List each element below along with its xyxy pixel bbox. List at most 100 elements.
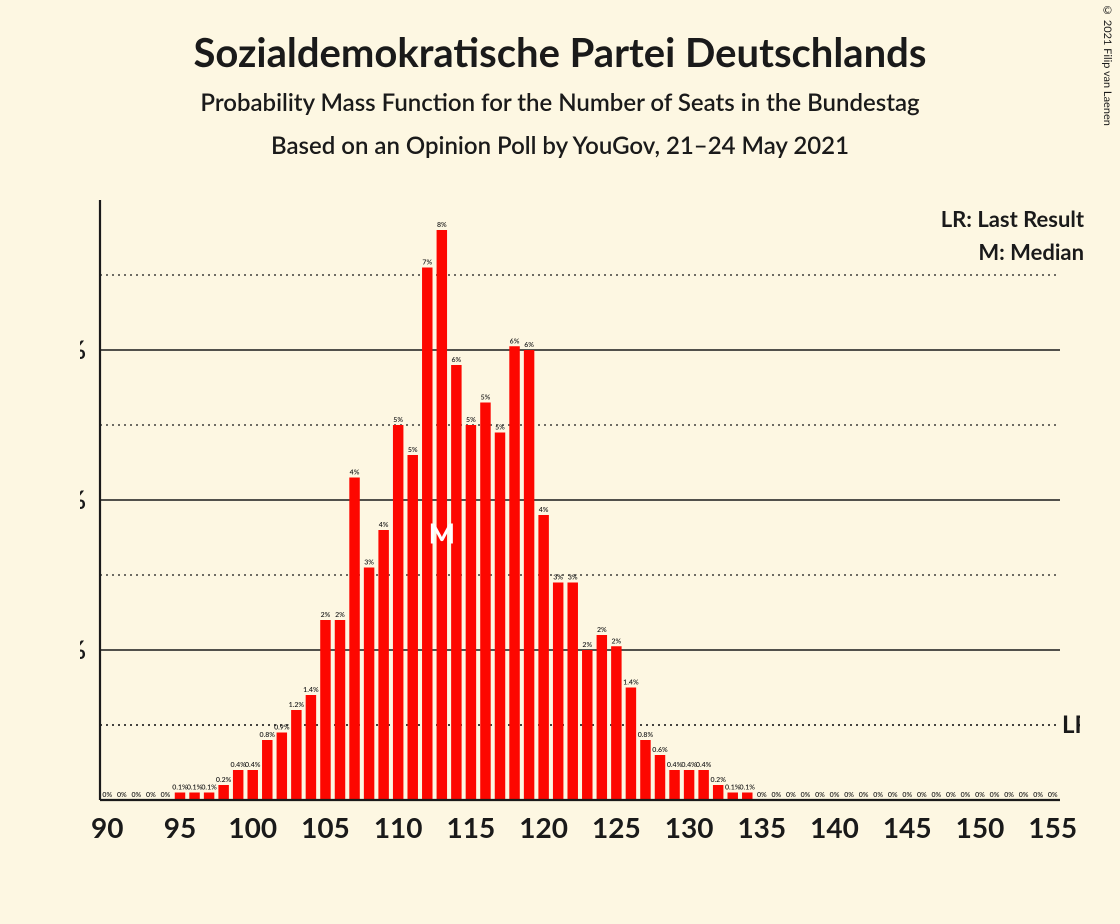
bar-value-label: 0.4% [667,761,683,769]
bar-value-label: 0.8% [638,731,654,739]
bar [349,478,359,801]
bar-value-label: 3% [568,574,578,582]
xtick-label: 140 [810,810,859,844]
bar-value-label: 4% [350,469,360,477]
bar-value-label: 3% [364,559,374,567]
bar-value-label: 0% [931,791,941,799]
bar-value-label: 3% [553,574,563,582]
bar-value-label: 0.1% [201,784,217,792]
bar-value-label: 2% [597,626,607,634]
bar-value-label: 4% [379,521,389,529]
xtick-label: 110 [374,810,423,844]
chart-subtitle-1: Probability Mass Function for the Number… [0,88,1120,117]
bar-value-label: 0% [1048,791,1058,799]
bar [655,755,665,800]
bar [320,620,330,800]
bar-value-label: 0% [859,791,869,799]
bar-value-label: 2% [335,611,345,619]
bar [393,425,403,800]
bar-value-label: 0% [161,791,171,799]
ytick-label: 2% [80,633,86,665]
bar-value-label: 0% [771,791,781,799]
xtick-label: 150 [956,810,1005,844]
bar [451,365,461,800]
chart-svg: 2%4%6%LR0%0%0%0%0%0.1%0.1%0.1%0.2%0.4%0.… [80,200,1080,880]
bar [727,793,737,801]
bar-value-label: 0.4% [245,761,261,769]
bar [713,785,723,800]
bar [247,770,257,800]
bar-value-label: 6% [510,337,520,345]
xtick-label: 100 [228,810,277,844]
bar-value-label: 1.4% [303,686,319,694]
bar-value-label: 0.1% [187,784,203,792]
xtick-label: 90 [91,810,123,844]
bar-value-label: 0% [917,791,927,799]
bar [698,770,708,800]
bar-value-label: 0.1% [725,784,741,792]
bar-value-label: 0.8% [260,731,276,739]
bar-value-label: 0% [757,791,767,799]
bar [553,583,563,801]
bar-value-label: 7% [422,259,432,267]
xtick-label: 135 [737,810,786,844]
xtick-label: 125 [592,810,641,844]
chart-title: Sozialdemokratische Partei Deutschlands [0,28,1120,76]
bar-value-label: 0% [117,791,127,799]
xtick-label: 120 [519,810,568,844]
bar-value-label: 4% [539,506,549,514]
bar [306,695,316,800]
median-label: M [429,516,455,550]
bar-value-label: 0% [888,791,898,799]
bar [640,740,650,800]
bar [335,620,345,800]
bar-value-label: 0.6% [652,746,668,754]
bar [291,710,301,800]
xtick-label: 115 [447,810,496,844]
bar-value-label: 0.2% [710,776,726,784]
xtick-label: 145 [883,810,932,844]
bar-value-label: 0.1% [740,784,756,792]
bar-value-label: 2% [611,637,621,645]
bar-value-label: 0% [131,791,141,799]
bar-value-label: 6% [524,341,534,349]
bar-value-label: 0% [815,791,825,799]
bar [582,650,592,800]
bar-value-label: 0% [146,791,156,799]
bar [626,688,636,801]
bar-value-label: 0% [102,791,112,799]
bar-value-label: 0% [830,791,840,799]
bar-value-label: 0% [902,791,912,799]
bar [218,785,228,800]
bar-value-label: 0% [946,791,956,799]
xtick-label: 105 [301,810,350,844]
lr-label: LR [1062,710,1080,739]
bar-value-label: 0% [844,791,854,799]
bar-value-label: 1.4% [623,679,639,687]
bar-value-label: 2% [321,611,331,619]
bar [204,793,214,801]
ytick-label: 4% [80,483,86,515]
bar-value-label: 0% [990,791,1000,799]
bar [742,793,752,801]
bar [495,433,505,801]
bar [378,530,388,800]
bar [175,793,185,801]
bar-value-label: 0.1% [172,784,188,792]
bar-value-label: 0.2% [216,776,232,784]
bar [407,455,417,800]
bar [567,583,577,801]
bar [189,793,199,801]
bar-value-label: 0% [1033,791,1043,799]
title-block: Sozialdemokratische Partei Deutschlands … [0,0,1120,160]
bar [466,425,476,800]
copyright-text: © 2021 Filip van Laenen [1101,4,1114,126]
bar-value-label: 0% [1019,791,1029,799]
bar-value-label: 5% [495,424,505,432]
xtick-label: 155 [1028,810,1077,844]
bar-value-label: 0.9% [274,724,290,732]
ytick-label: 6% [80,333,86,365]
bar [684,770,694,800]
bar [509,346,519,800]
bar-value-label: 0.4% [681,761,697,769]
